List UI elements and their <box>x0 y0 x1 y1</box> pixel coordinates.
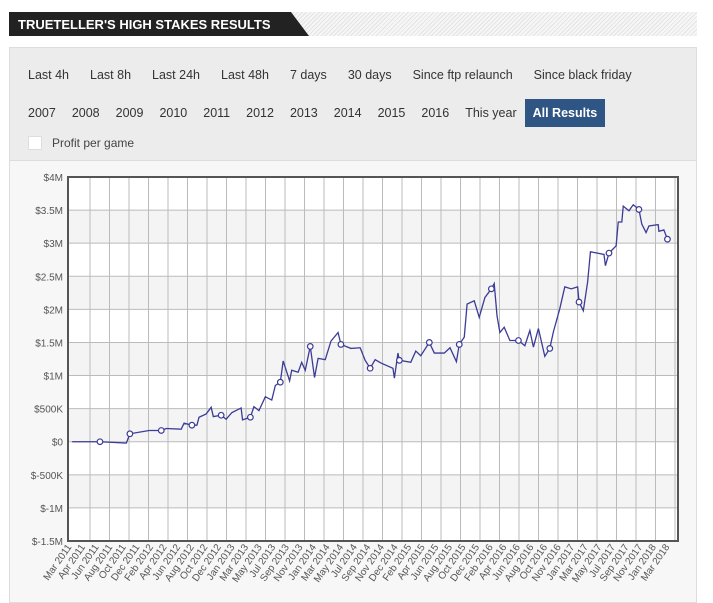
filter-30-days[interactable]: 30 days <box>347 68 392 82</box>
plot-border <box>67 176 679 542</box>
profit-per-game-toggle[interactable]: Profit per game <box>28 136 134 150</box>
y-tick-label: $3.5M <box>35 206 63 217</box>
page-title: TRUETELLER'S HIGH STAKES RESULTS <box>18 17 271 32</box>
filter-this-year[interactable]: This year <box>465 106 517 120</box>
grid-band <box>68 474 678 508</box>
data-point-marker <box>366 364 374 372</box>
data-point-marker <box>217 411 225 419</box>
filter-2013[interactable]: 2013 <box>289 106 318 120</box>
filter-last-24h[interactable]: Last 24h <box>152 68 200 82</box>
profit-per-game-checkbox[interactable] <box>28 136 42 150</box>
grid-band <box>68 342 678 376</box>
y-tick-label: $4M <box>44 173 63 184</box>
filter-2007[interactable]: 2007 <box>28 106 56 120</box>
filter-2010[interactable]: 2010 <box>159 106 188 120</box>
data-point-marker <box>188 421 196 429</box>
y-tick-label: $-1.5M <box>32 537 63 548</box>
y-tick-label: $1M <box>44 372 63 383</box>
year-filters: 2007 2008 2009 2010 2011 2012 2013 2014 2015 2016… <box>20 99 606 127</box>
title-bar: TRUETELLER'S HIGH STAKES RESULTS <box>9 12 697 36</box>
y-tick-label: $-500K <box>31 471 64 482</box>
filter-2016[interactable]: 2016 <box>421 106 450 120</box>
data-point-marker <box>605 249 613 257</box>
data-point-marker <box>515 337 522 344</box>
filter-2015[interactable]: 2015 <box>377 106 406 120</box>
filter-since-ftp-relaunch[interactable]: Since ftp relaunch <box>412 68 513 82</box>
filter-all-results[interactable]: All Results <box>524 99 606 127</box>
y-tick-label: $2.5M <box>35 272 63 283</box>
title-background <box>9 12 309 36</box>
y-tick-label: $-1M <box>40 504 63 515</box>
data-point-marker <box>276 378 284 386</box>
grid-band <box>68 210 678 244</box>
period-filters: Last 4h Last 8h Last 24h Last 48h 7 days 30 d… <box>20 61 645 89</box>
y-tick-label: $2M <box>44 305 63 316</box>
data-point-marker <box>635 206 643 213</box>
filter-7-days[interactable]: 7 days <box>289 68 327 82</box>
filter-last-8h[interactable]: Last 8h <box>90 68 132 82</box>
data-point-marker <box>337 341 345 348</box>
data-point-marker <box>487 285 495 293</box>
data-point-marker <box>306 343 314 350</box>
filter-2008[interactable]: 2008 <box>71 106 100 120</box>
y-tick-label: $3M <box>44 239 63 250</box>
filter-last-4h[interactable]: Last 4h <box>28 68 70 82</box>
data-point-marker <box>126 430 134 438</box>
filter-2011[interactable]: 2011 <box>203 106 231 120</box>
profit-per-game-label: Profit per game <box>52 136 135 150</box>
filter-2014[interactable]: 2014 <box>333 106 362 120</box>
y-tick-label: $500K <box>34 405 63 416</box>
data-point-marker <box>395 356 403 364</box>
data-point-marker <box>96 438 104 446</box>
data-point-marker <box>246 413 254 421</box>
y-tick-label: $1.5M <box>35 338 63 349</box>
y-tick-label: $0 <box>52 438 64 449</box>
grid-band <box>68 408 678 442</box>
data-point-marker <box>546 345 554 352</box>
filter-2012[interactable]: 2012 <box>246 106 274 120</box>
filter-bar: Last 4h Last 8h Last 24h Last 48h 7 days 30 d… <box>10 48 696 161</box>
profit-line <box>72 203 669 444</box>
filter-last-48h[interactable]: Last 48h <box>221 68 269 82</box>
data-point-marker <box>157 427 165 434</box>
data-point-marker <box>664 235 671 243</box>
data-point-marker <box>455 341 463 348</box>
data-point-marker <box>575 298 583 306</box>
filter-since-black-friday[interactable]: Since black friday <box>533 68 632 82</box>
data-point-marker <box>425 339 433 346</box>
filter-2009[interactable]: 2009 <box>115 106 144 120</box>
